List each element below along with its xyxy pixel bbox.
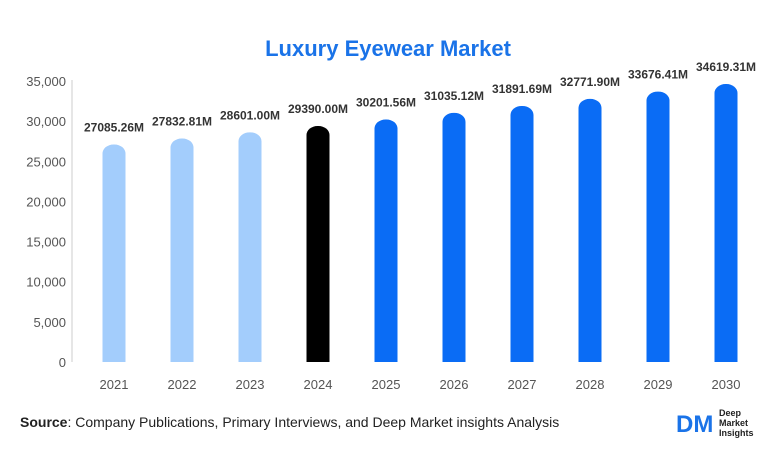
y-tick-label: 5,000 (33, 315, 66, 330)
bar-2026 (442, 112, 466, 362)
source-text: : Company Publications, Primary Intervie… (67, 414, 560, 430)
bar-2023 (238, 132, 262, 362)
logo-line-1: Deep (719, 408, 742, 418)
bar-2030 (714, 84, 738, 362)
x-tick-label: 2027 (508, 377, 537, 392)
dm-logo-icon: DM (676, 411, 713, 438)
y-tick-label: 35,000 (26, 74, 66, 89)
data-label: 30201.56M (356, 96, 416, 110)
bar-base-2026 (442, 352, 466, 362)
bar-base-2025 (374, 352, 398, 362)
bar-2021 (102, 144, 126, 362)
bar-base-2027 (510, 352, 534, 362)
x-tick-label: 2024 (304, 377, 333, 392)
chart-title: Luxury Eyewear Market (265, 36, 511, 61)
bar-2028 (578, 98, 602, 362)
data-label: 31035.12M (424, 89, 484, 103)
x-tick-label: 2022 (168, 377, 197, 392)
data-label: 29390.00M (288, 102, 348, 116)
bar-2029 (646, 91, 670, 363)
y-tick-label: 10,000 (26, 275, 66, 290)
bar-base-2022 (170, 352, 194, 362)
bar-base-2021 (102, 352, 126, 362)
source-note: Source: Company Publications, Primary In… (20, 414, 559, 430)
data-label: 27832.81M (152, 115, 212, 129)
x-tick-label: 2026 (440, 377, 469, 392)
bar-base-2024 (306, 352, 330, 362)
logo-mark: DM (676, 411, 713, 438)
x-axis-ticks: 2021 2022 2023 2024 2025 2026 2027 2028 2029 2030 (100, 377, 741, 392)
y-tick-label: 0 (59, 355, 66, 370)
bar-chart: 0 5,000 10,000 15,000 20,000 25,000 30,000 35,0… (26, 60, 756, 392)
brand-logo: DM Deep Market Insights (676, 408, 766, 442)
bar-base-2030 (714, 352, 738, 362)
y-tick-label: 30,000 (26, 114, 66, 129)
data-label: 33676.41M (628, 68, 688, 82)
bar-base-2028 (578, 352, 602, 362)
x-tick-label: 2023 (236, 377, 265, 392)
bar-base-2029 (646, 352, 670, 362)
data-label: 28601.00M (220, 108, 280, 122)
x-tick-label: 2028 (576, 377, 605, 392)
bar-base-2023 (238, 352, 262, 362)
y-axis-ticks: 0 5,000 10,000 15,000 20,000 25,000 30,000 35,0… (26, 74, 66, 370)
data-label: 32771.90M (560, 75, 620, 89)
bar-2025 (374, 119, 398, 362)
y-tick-label: 15,000 (26, 235, 66, 250)
logo-line-2: Market (719, 418, 749, 428)
bar-2024 (306, 126, 330, 362)
x-tick-label: 2029 (644, 377, 673, 392)
bar-2027 (510, 105, 534, 362)
x-tick-label: 2021 (100, 377, 129, 392)
source-prefix: Source (20, 414, 68, 430)
data-label: 27085.26M (84, 121, 144, 135)
data-labels: 27085.26M 27832.81M 28601.00M 29390.00M 3020… (84, 60, 756, 134)
bar-2022 (170, 138, 194, 362)
data-label: 31891.69M (492, 82, 552, 96)
y-tick-label: 20,000 (26, 194, 66, 209)
data-label: 34619.31M (696, 60, 756, 74)
y-tick-label: 25,000 (26, 154, 66, 169)
x-tick-label: 2030 (712, 377, 741, 392)
bars (102, 84, 738, 363)
x-tick-label: 2025 (372, 377, 401, 392)
logo-line-3: Insights (719, 428, 754, 438)
